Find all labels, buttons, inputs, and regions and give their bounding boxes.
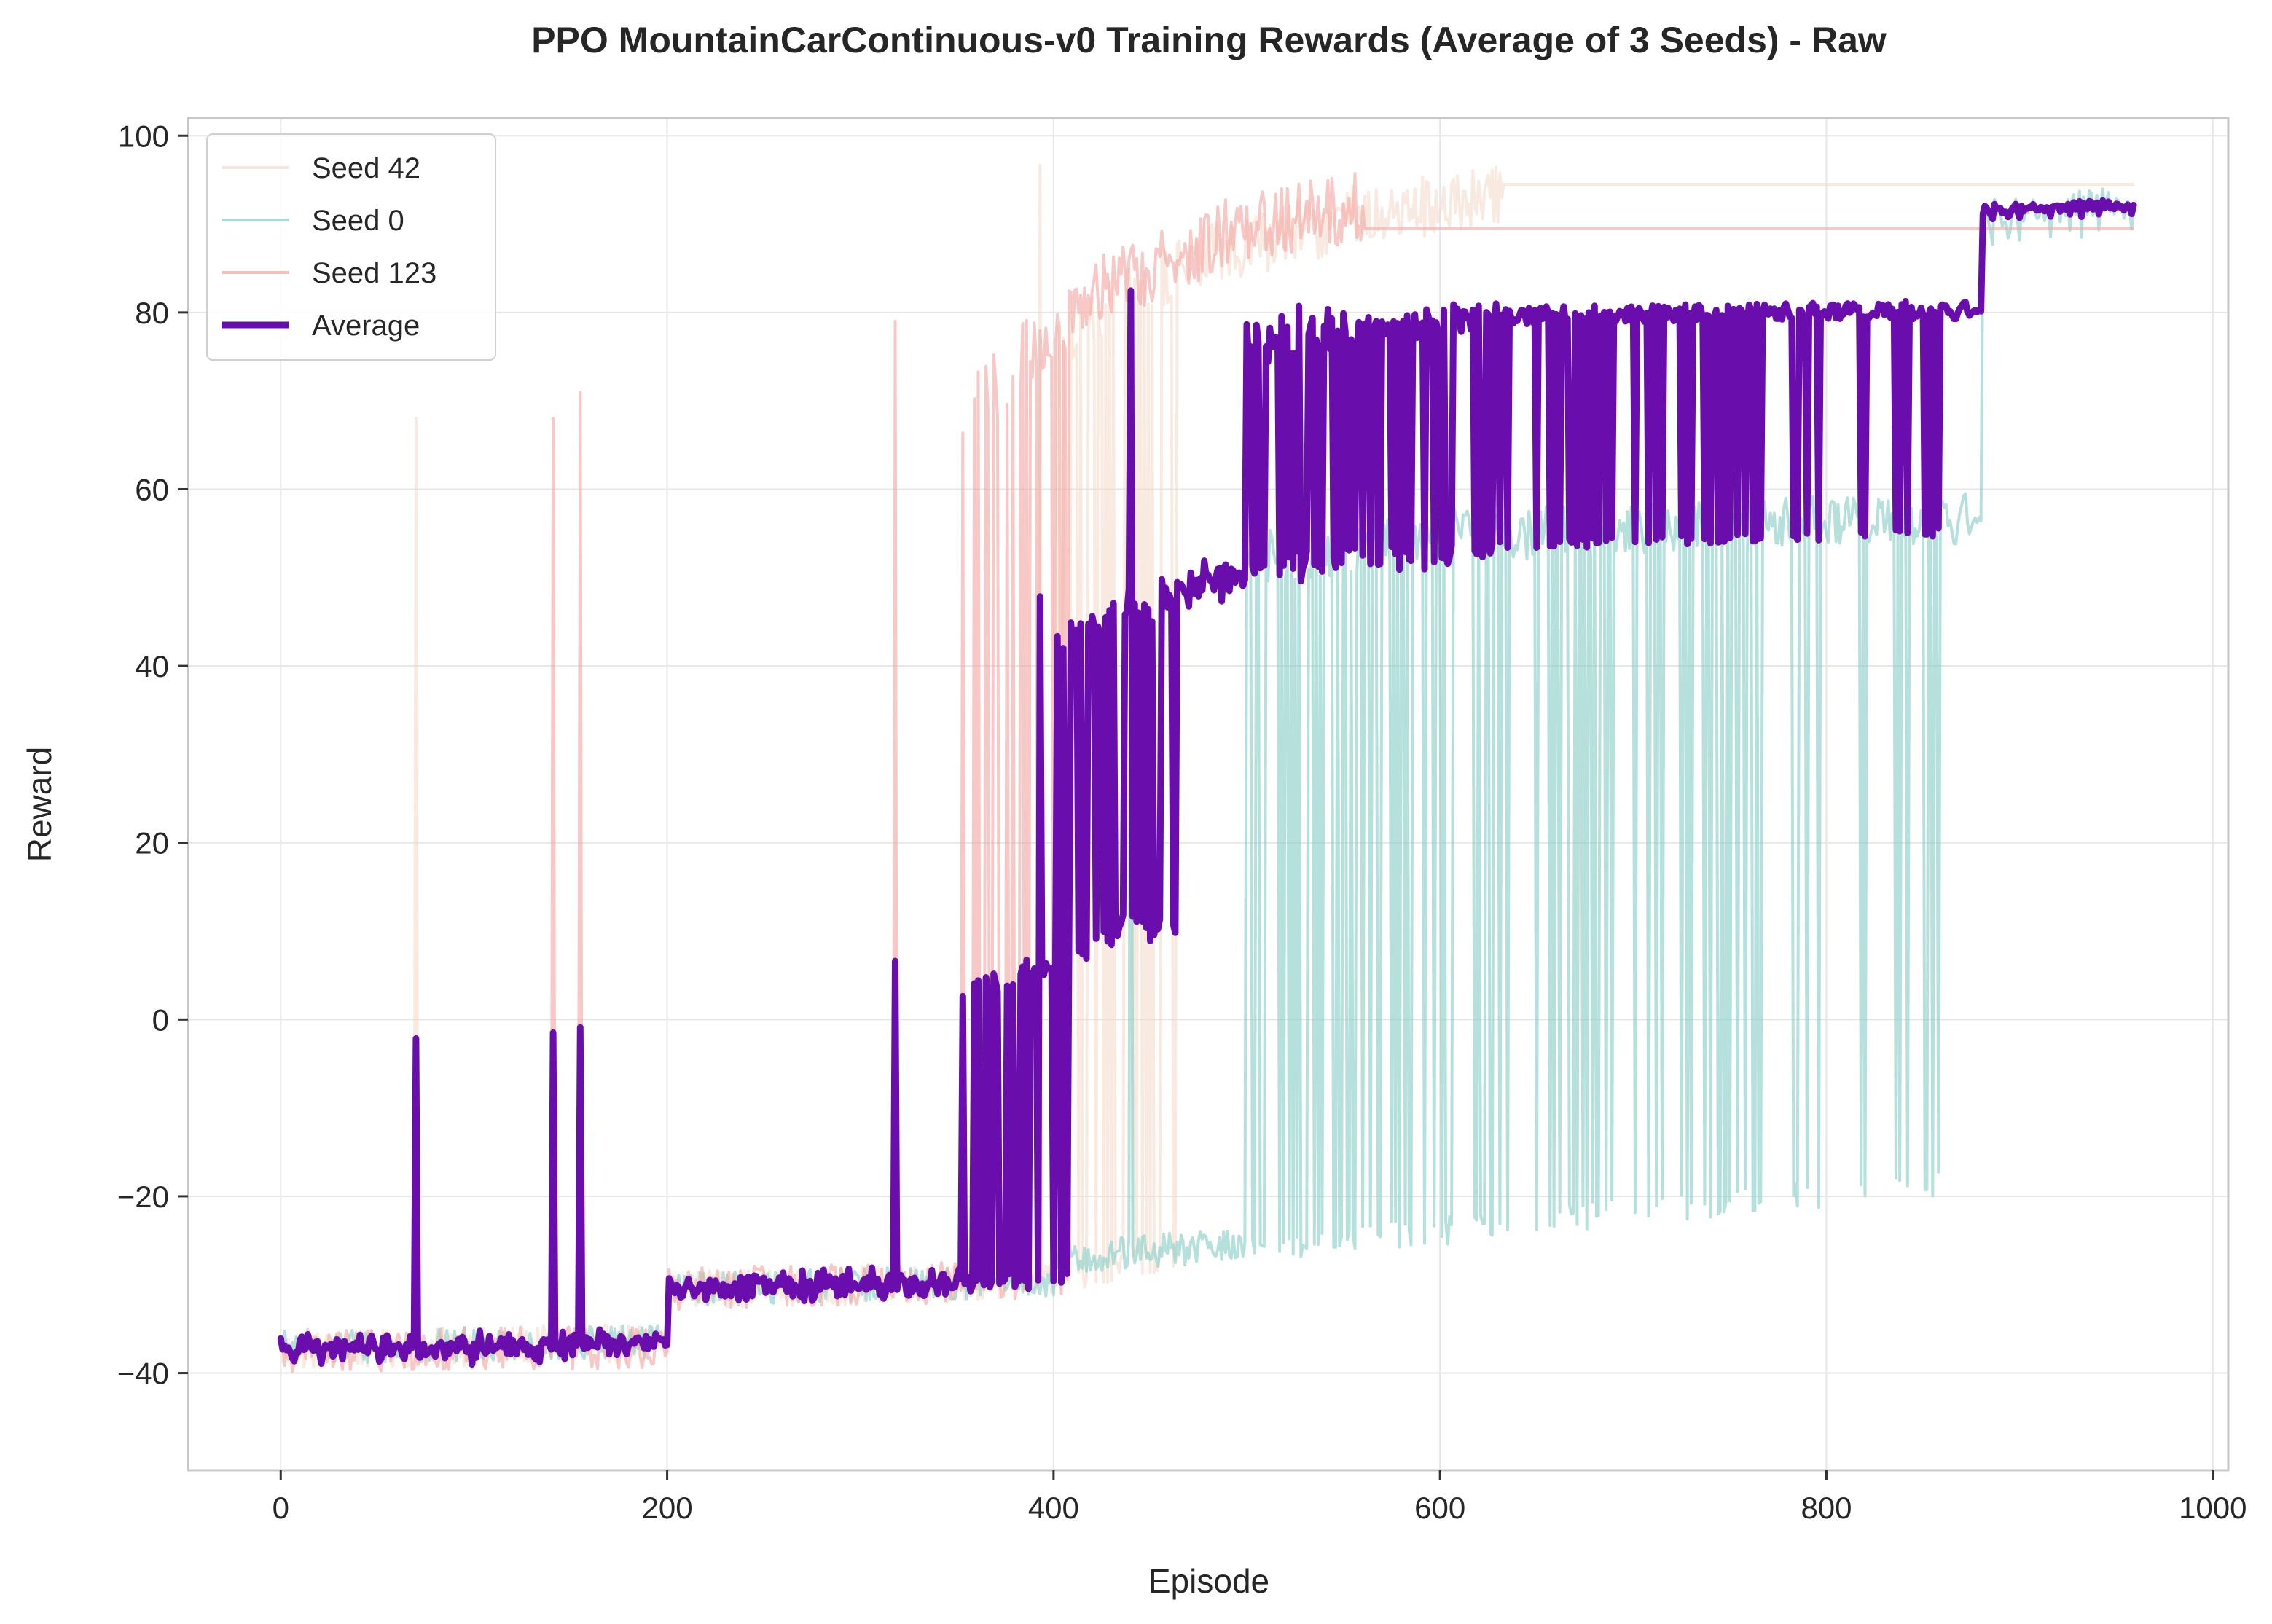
x-axis-label: Episode: [1148, 1562, 1269, 1600]
y-tick-label: 20: [135, 826, 169, 860]
x-tick-label: 800: [1801, 1491, 1852, 1525]
plot-frame: [187, 117, 2230, 1472]
series-line-seed-0: [279, 187, 2136, 1364]
y-tick-label: 80: [135, 296, 169, 330]
x-tick-label: 600: [1414, 1491, 1465, 1525]
x-tick-label: 200: [642, 1491, 693, 1525]
series-line-average: [277, 197, 2137, 1368]
series-lines: [277, 164, 2137, 1373]
x-tick-label: 400: [1028, 1491, 1079, 1525]
legend-label: Seed 123: [312, 257, 436, 289]
legend-label: Seed 0: [312, 205, 404, 237]
chart-title: PPO MountainCarContinuous-v0 Training Re…: [531, 20, 1887, 60]
y-tick-label: −40: [117, 1357, 169, 1391]
y-tick-label: 40: [135, 649, 169, 683]
axes: 0 200 400 600 800 1000 −40 −20 0 20 40 60 80 100: [117, 117, 2247, 1525]
y-tick-label: 0: [152, 1003, 169, 1037]
y-tick-label: 60: [135, 472, 169, 506]
legend-box: [206, 133, 496, 361]
y-axis-label: Reward: [20, 747, 58, 863]
legend-label: Average: [312, 310, 420, 342]
x-tick-label: 0: [273, 1491, 289, 1525]
plot-area: [277, 164, 2137, 1373]
y-tick-label: −20: [117, 1180, 169, 1214]
legend: Seed 42 Seed 0 Seed 123 Average: [206, 133, 496, 361]
legend-label: Seed 42: [312, 152, 420, 184]
y-tick-label: 100: [118, 119, 169, 153]
x-tick-label: 1000: [2179, 1491, 2246, 1525]
